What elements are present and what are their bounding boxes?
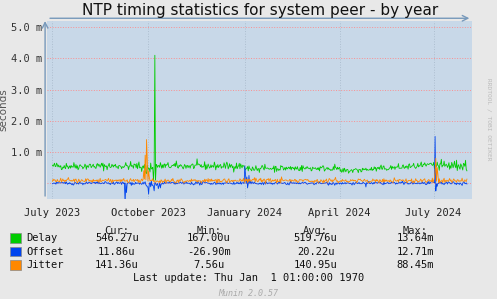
Text: July 2024: July 2024	[406, 208, 462, 218]
Text: RRDTOOL / TOBI OETIKER: RRDTOOL / TOBI OETIKER	[486, 78, 491, 161]
Text: Delay: Delay	[26, 233, 57, 243]
Text: 20.22u: 20.22u	[297, 247, 334, 257]
Text: Last update: Thu Jan  1 01:00:00 1970: Last update: Thu Jan 1 01:00:00 1970	[133, 273, 364, 283]
Text: 546.27u: 546.27u	[95, 233, 139, 243]
Text: October 2023: October 2023	[111, 208, 186, 218]
Text: 7.56u: 7.56u	[193, 260, 224, 270]
Text: Munin 2.0.57: Munin 2.0.57	[219, 289, 278, 298]
Text: 13.64m: 13.64m	[396, 233, 434, 243]
Y-axis label: seconds: seconds	[0, 89, 8, 131]
Text: 519.76u: 519.76u	[294, 233, 337, 243]
Text: 12.71m: 12.71m	[396, 247, 434, 257]
Text: July 2023: July 2023	[24, 208, 81, 218]
Text: 140.95u: 140.95u	[294, 260, 337, 270]
Text: Max:: Max:	[403, 226, 427, 236]
Text: Offset: Offset	[26, 247, 64, 257]
Text: -26.90m: -26.90m	[187, 247, 231, 257]
Title: NTP timing statistics for system peer - by year: NTP timing statistics for system peer - …	[82, 3, 438, 18]
Text: 167.00u: 167.00u	[187, 233, 231, 243]
Text: April 2024: April 2024	[308, 208, 371, 218]
Text: Jitter: Jitter	[26, 260, 64, 270]
Text: Avg:: Avg:	[303, 226, 328, 236]
Text: 88.45m: 88.45m	[396, 260, 434, 270]
Text: 11.86u: 11.86u	[98, 247, 136, 257]
Text: January 2024: January 2024	[207, 208, 282, 218]
Text: Cur:: Cur:	[104, 226, 129, 236]
Text: Min:: Min:	[196, 226, 221, 236]
Text: 141.36u: 141.36u	[95, 260, 139, 270]
